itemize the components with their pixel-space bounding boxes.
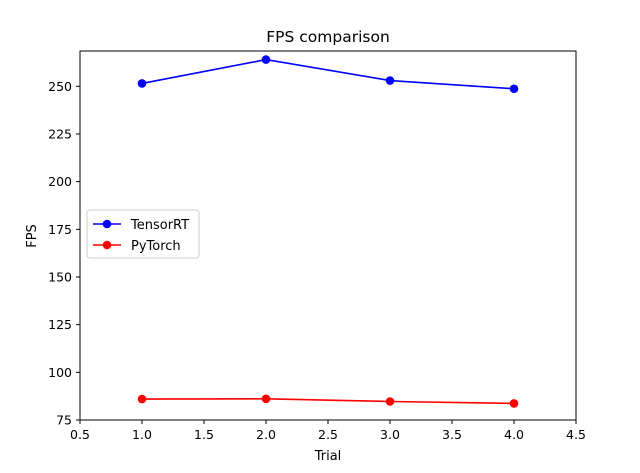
y-tick-label: 125 xyxy=(48,317,72,332)
x-tick-label: 3.5 xyxy=(442,427,462,442)
data-point-tensorrt-2 xyxy=(261,55,271,64)
legend-marker-pytorch xyxy=(102,240,112,250)
data-point-tensorrt-1 xyxy=(137,79,147,88)
x-tick-label: 4.0 xyxy=(504,427,524,442)
legend-box xyxy=(86,209,200,259)
y-tick-label: 200 xyxy=(48,174,72,189)
series-line-pytorch xyxy=(141,398,515,405)
y-tick-label: 100 xyxy=(48,365,72,380)
chart-title: FPS comparison xyxy=(266,28,390,46)
x-tick-label: 2.5 xyxy=(318,427,338,442)
data-point-tensorrt-4 xyxy=(509,84,519,94)
x-tick-label: 2.0 xyxy=(256,427,276,442)
x-tick-label: 1.5 xyxy=(194,427,214,442)
y-tick-label: 250 xyxy=(48,79,72,94)
y-tick-label: 175 xyxy=(48,222,72,237)
x-tick-label: 4.5 xyxy=(566,427,586,442)
data-point-pytorch-1 xyxy=(137,394,147,404)
y-tick-label: 225 xyxy=(48,126,72,141)
plot-area: 0.5 1.0 1.5 2.0 2.5 3.0 3.5 4.0 4.5 75 100 125 150 17… xyxy=(48,50,586,442)
x-tick-label: 3.0 xyxy=(380,427,400,442)
data-point-pytorch-3 xyxy=(385,397,395,406)
data-point-tensorrt-3 xyxy=(385,76,395,85)
data-point-pytorch-2 xyxy=(261,394,271,404)
legend: TensorRT PyTorch xyxy=(86,209,200,259)
y-axis-label: FPS xyxy=(25,224,40,248)
x-tick-label: 1.0 xyxy=(132,427,152,442)
y-tick-label: 75 xyxy=(56,413,72,428)
legend-label-tensorrt: TensorRT xyxy=(130,218,189,233)
y-tick-label: 150 xyxy=(48,269,72,284)
legend-label-pytorch: PyTorch xyxy=(131,239,181,254)
series-line-tensorrt xyxy=(141,58,515,90)
legend-marker-tensorrt xyxy=(102,219,112,229)
x-tick-label: 0.5 xyxy=(70,427,90,442)
data-point-pytorch-4 xyxy=(509,399,519,408)
x-axis-label: Trial xyxy=(314,449,342,464)
